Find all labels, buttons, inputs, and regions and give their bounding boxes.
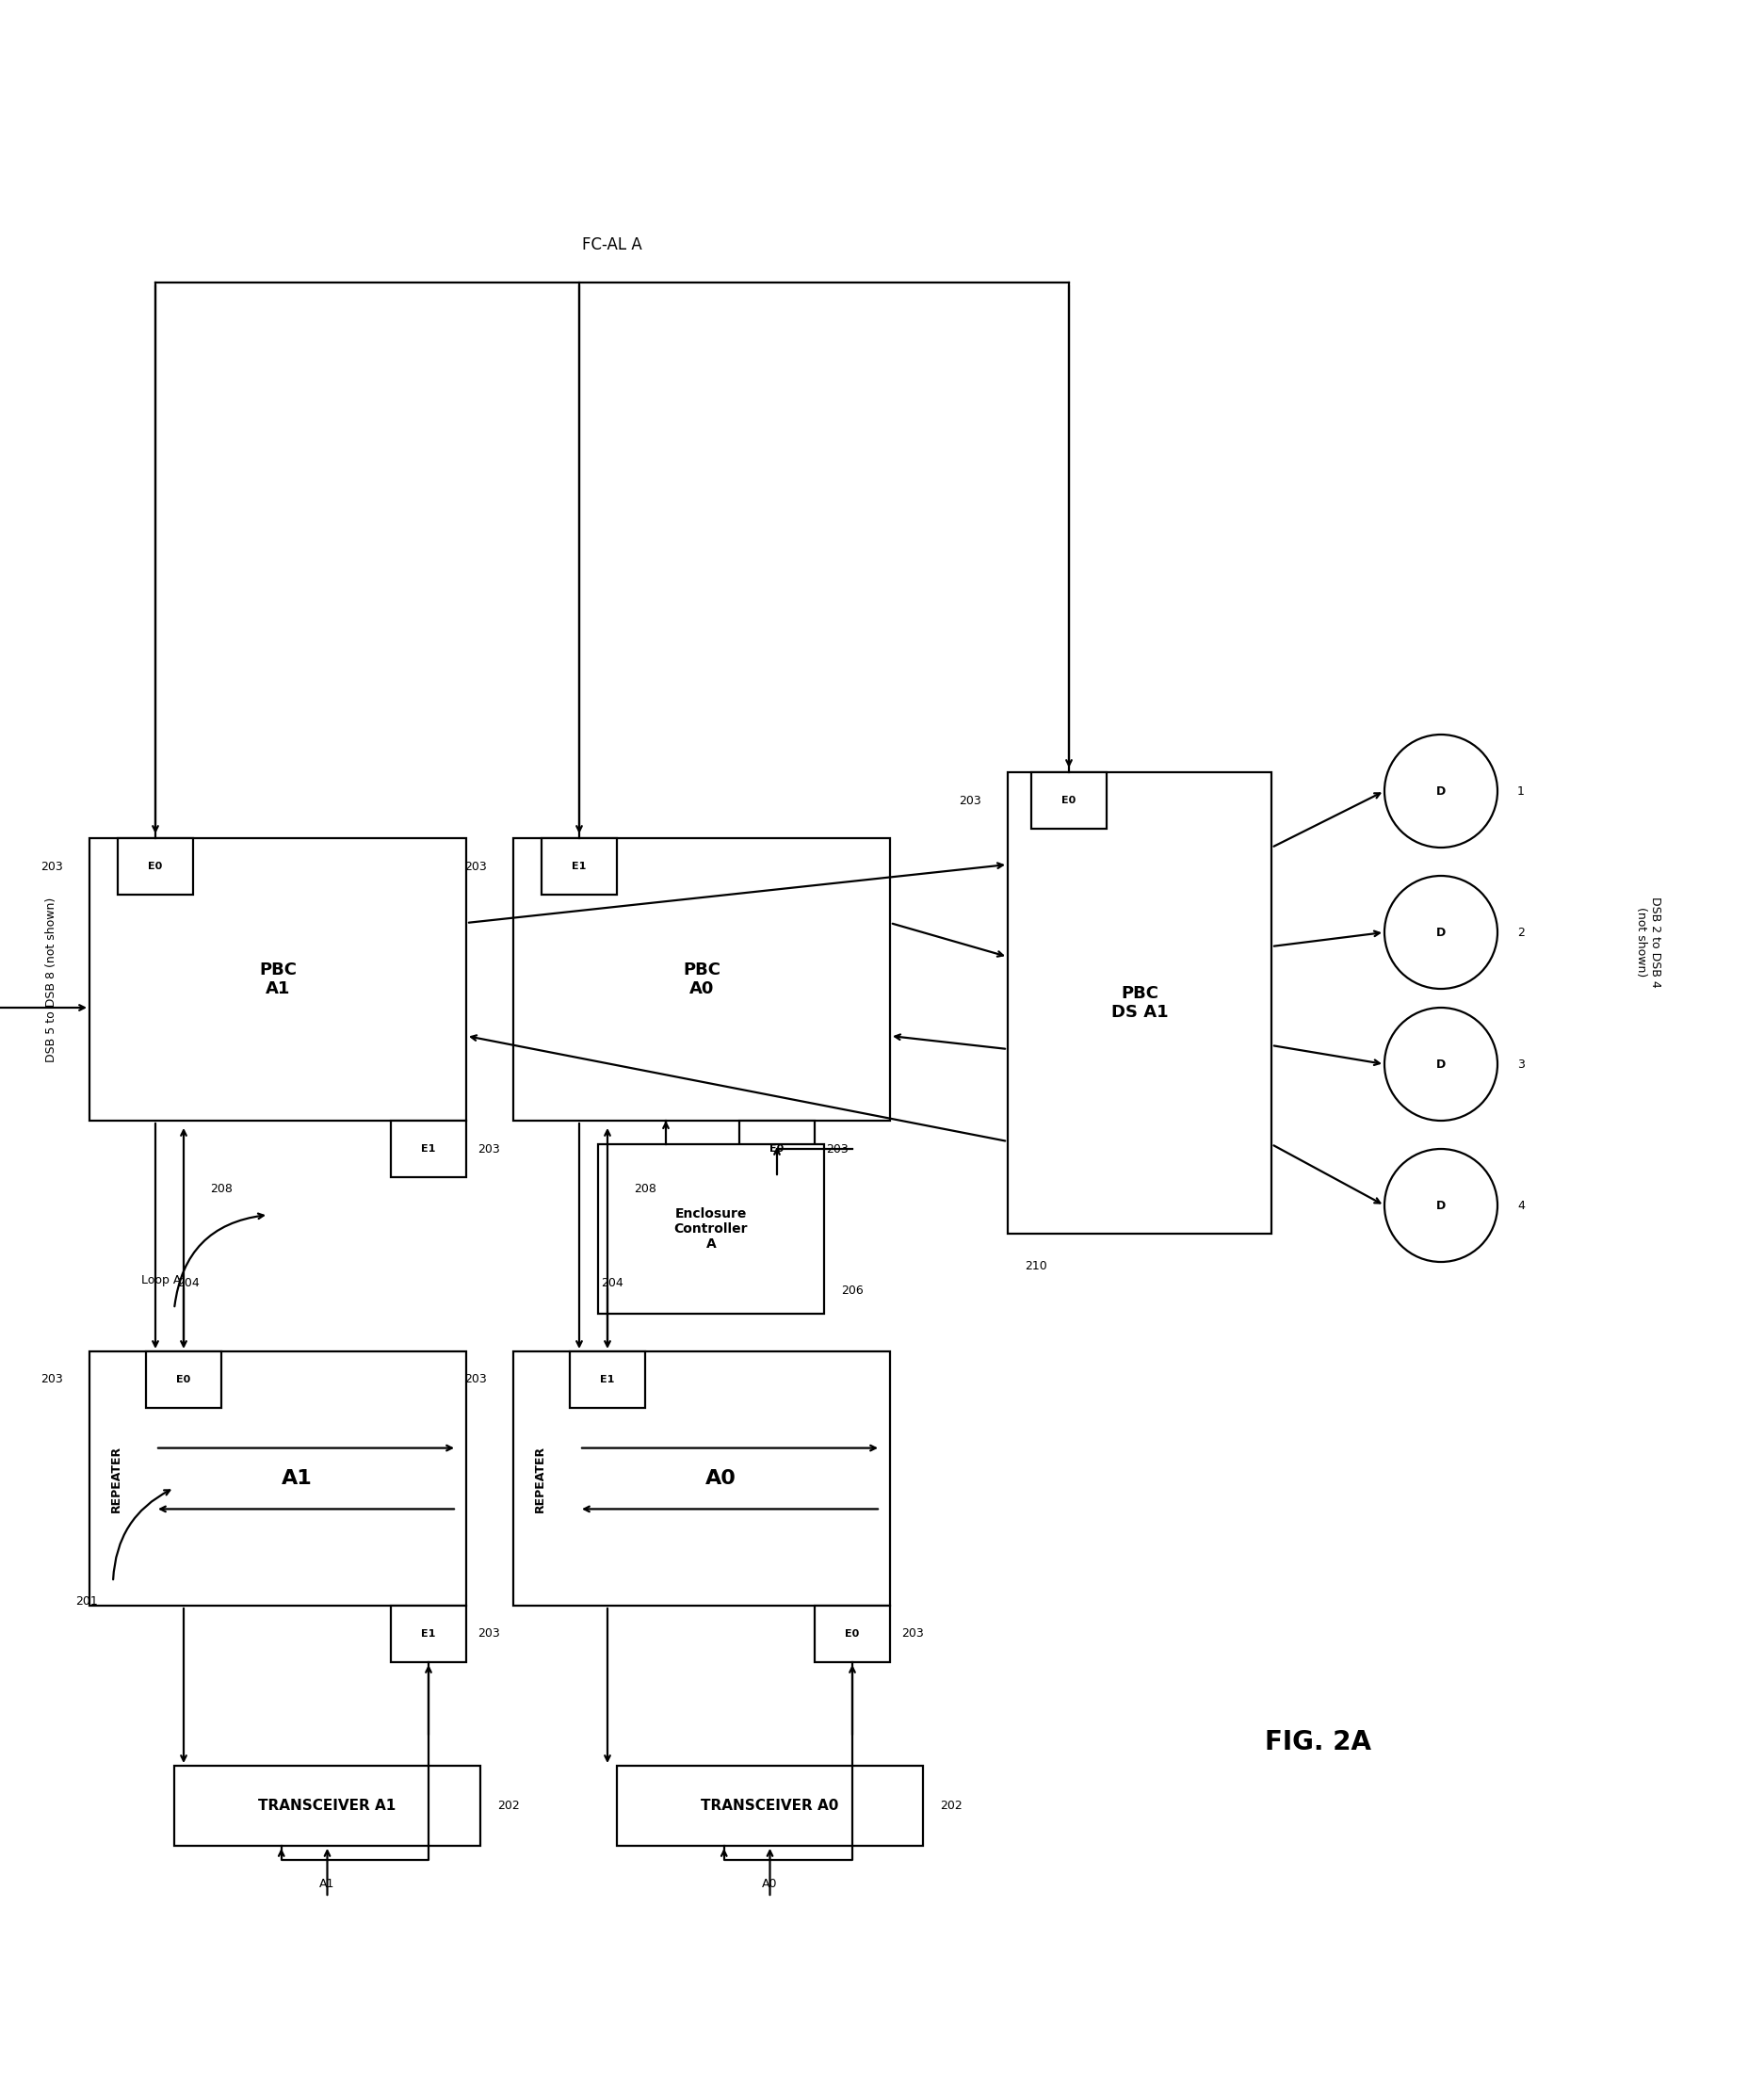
Text: 208: 208 [210,1182,233,1195]
Text: E0: E0 [845,1628,859,1639]
Bar [513,838,891,1120]
Circle shape [1385,876,1498,988]
Bar [90,1351,466,1605]
Text: 203: 203 [464,1374,487,1387]
Text: TRANSCEIVER A0: TRANSCEIVER A0 [700,1799,840,1812]
Bar [392,1605,466,1662]
Text: 202: 202 [497,1799,520,1812]
Text: 201: 201 [76,1595,97,1608]
Text: A0: A0 [706,1470,736,1489]
Text: D: D [1436,926,1446,938]
Bar [598,1145,824,1314]
Text: DSB 5 to DSB 8 (not shown): DSB 5 to DSB 8 (not shown) [46,897,58,1061]
Text: 208: 208 [633,1182,656,1195]
Text: E1: E1 [422,1145,436,1153]
Text: E1: E1 [600,1374,614,1384]
Bar [513,1351,891,1605]
Text: E0: E0 [148,861,162,872]
Text: 4: 4 [1517,1199,1524,1211]
Text: 203: 203 [41,1374,64,1387]
Text: DSB 2 to DSB 4
(not shown): DSB 2 to DSB 4 (not shown) [1635,897,1662,988]
Text: 203: 203 [901,1628,924,1641]
Text: 1: 1 [1517,784,1524,796]
Bar [617,1766,923,1845]
Text: E0: E0 [176,1374,191,1384]
Text: 203: 203 [960,794,981,807]
Text: PBC
DS A1: PBC DS A1 [1111,984,1168,1022]
Bar [1032,771,1106,828]
Bar [175,1766,480,1845]
Text: 206: 206 [841,1284,863,1297]
Bar [739,1120,815,1178]
Bar [118,838,192,894]
Text: TRANSCEIVER A1: TRANSCEIVER A1 [258,1799,397,1812]
Circle shape [1385,734,1498,849]
Text: 210: 210 [1025,1261,1048,1272]
Text: E1: E1 [572,861,586,872]
Text: D: D [1436,784,1446,796]
Text: 203: 203 [826,1143,848,1155]
Text: E1: E1 [422,1628,436,1639]
Text: A1: A1 [319,1876,335,1889]
Text: PBC
A1: PBC A1 [259,961,296,999]
Bar [392,1120,466,1178]
Text: D: D [1436,1199,1446,1211]
Bar [1007,771,1272,1234]
Bar [570,1351,646,1407]
Text: 3: 3 [1517,1057,1524,1070]
Bar [542,838,617,894]
Text: 202: 202 [940,1799,963,1812]
Bar [815,1605,891,1662]
Circle shape [1385,1149,1498,1261]
Text: REPEATER: REPEATER [533,1445,545,1512]
Text: A0: A0 [762,1876,778,1889]
Text: 204: 204 [602,1276,623,1289]
Text: A1: A1 [280,1470,312,1489]
Bar [90,838,466,1120]
Text: 203: 203 [464,861,487,872]
Text: 203: 203 [478,1143,499,1155]
Text: 2: 2 [1517,926,1524,938]
Text: D: D [1436,1057,1446,1070]
Circle shape [1385,1007,1498,1120]
Text: FIG. 2A: FIG. 2A [1265,1728,1372,1756]
Text: E0: E0 [769,1145,785,1153]
Text: REPEATER: REPEATER [109,1445,122,1512]
Text: E0: E0 [1062,796,1076,805]
Bar [146,1351,220,1407]
Text: Loop A: Loop A [141,1274,182,1286]
Text: FC-AL A: FC-AL A [582,236,642,252]
Text: PBC
A0: PBC A0 [683,961,720,999]
Text: 204: 204 [176,1276,199,1289]
Text: 203: 203 [41,861,64,872]
Text: Enclosure
Controller
A: Enclosure Controller A [674,1207,748,1251]
Text: 203: 203 [478,1628,499,1641]
